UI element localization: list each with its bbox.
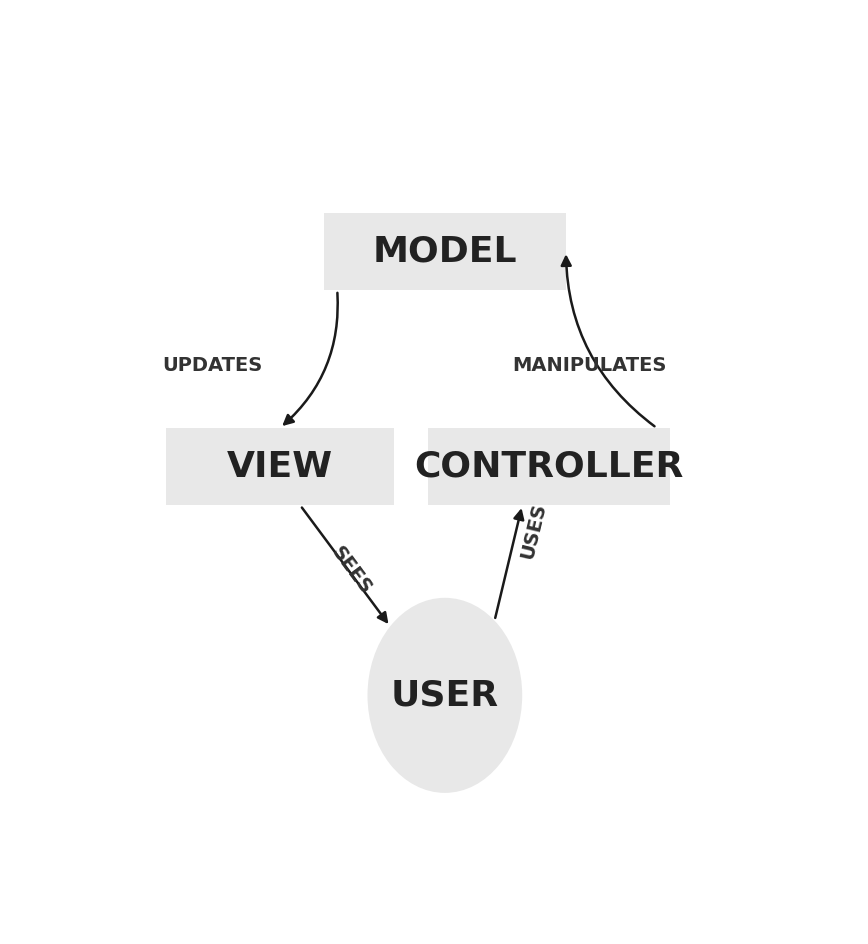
- Text: USES: USES: [517, 501, 549, 561]
- Text: VIEW: VIEW: [227, 449, 333, 483]
- Ellipse shape: [367, 598, 523, 793]
- Text: UPDATES: UPDATES: [162, 356, 263, 375]
- Text: CONTROLLER: CONTROLLER: [414, 449, 684, 483]
- FancyBboxPatch shape: [166, 428, 394, 505]
- Text: SEES: SEES: [327, 543, 375, 598]
- Text: MANIPULATES: MANIPULATES: [512, 356, 667, 375]
- Text: USER: USER: [391, 679, 499, 713]
- FancyBboxPatch shape: [324, 212, 566, 290]
- FancyBboxPatch shape: [428, 428, 670, 505]
- Text: MODEL: MODEL: [372, 234, 517, 268]
